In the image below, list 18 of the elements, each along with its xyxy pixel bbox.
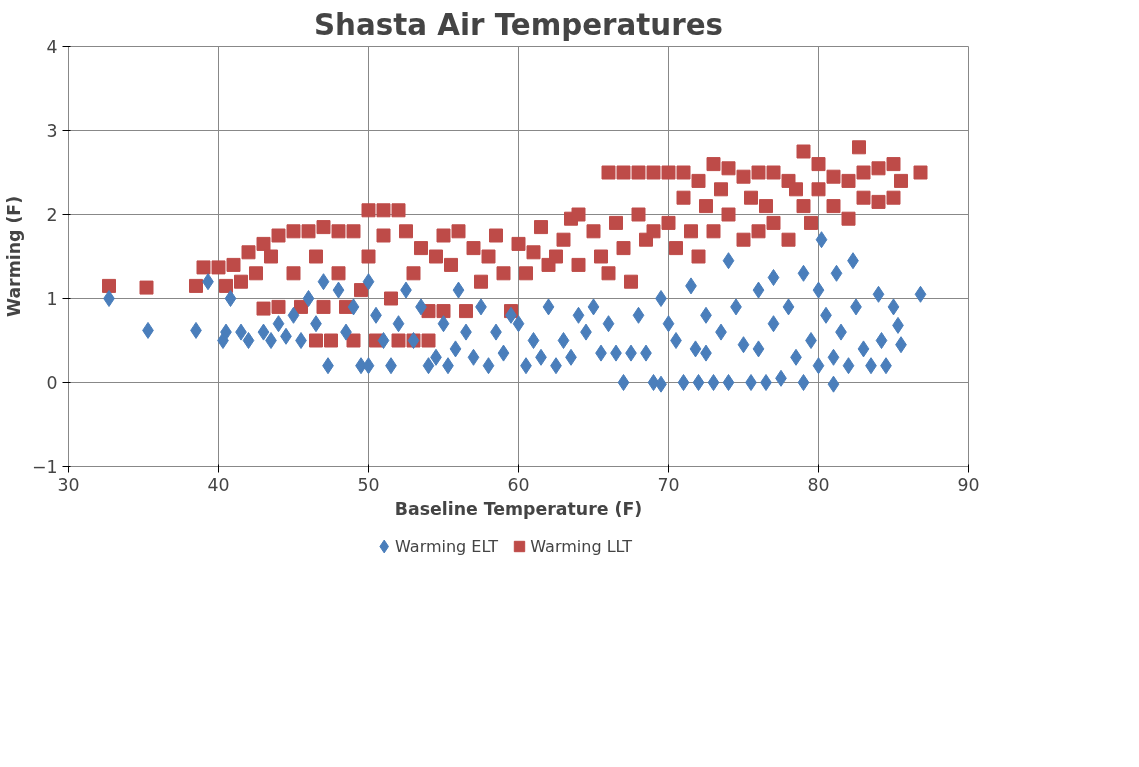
x-tick-label: 50 (357, 474, 380, 495)
y-tick-label: 1 (46, 289, 58, 309)
x-axis-title: Baseline Temperature (F) (394, 498, 643, 519)
x-tick-label: 40 (207, 474, 230, 495)
chart-title: Shasta Air Temperatures (313, 7, 724, 42)
legend-label: Warming LLT (530, 537, 633, 556)
x-tick-label: 60 (507, 474, 530, 495)
x-tick-label: 90 (957, 474, 980, 495)
x-tick-label: 80 (807, 474, 830, 495)
y-tick-label: 3 (46, 121, 58, 141)
y-tick-label: 4 (46, 37, 58, 57)
y-tick-label: −1 (31, 457, 58, 477)
x-tick-label: 30 (57, 474, 80, 495)
x-tick-label: 70 (657, 474, 680, 495)
y-axis-title: Warming (F) (3, 195, 24, 318)
legend-label: Warming ELT (395, 537, 499, 556)
y-tick-label: 0 (46, 373, 58, 393)
y-tick-label: 2 (46, 205, 58, 225)
